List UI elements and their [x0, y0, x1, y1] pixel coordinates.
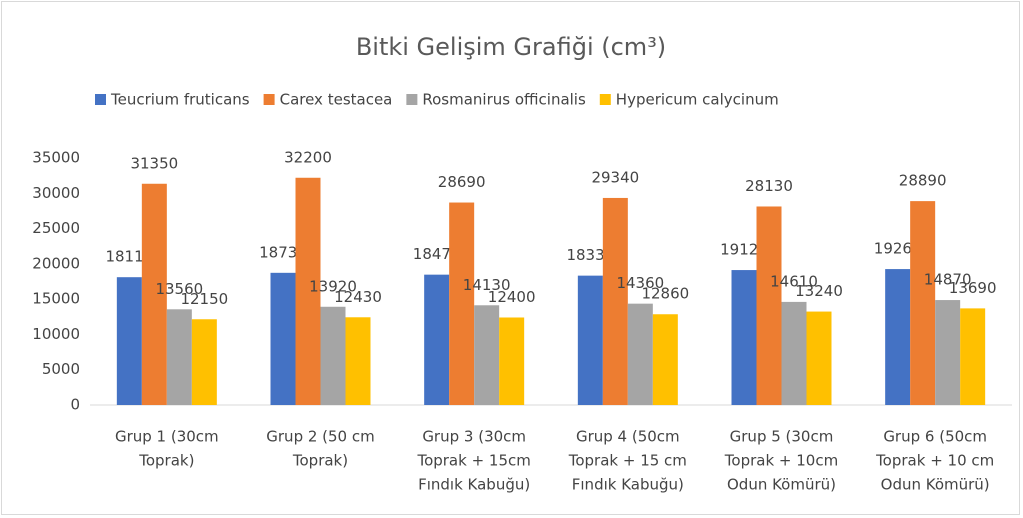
data-label: 12150 [180, 290, 228, 308]
bar [806, 311, 832, 405]
bar [141, 183, 167, 405]
bar [499, 317, 525, 405]
data-label: 18470 [413, 245, 461, 263]
x-tick-label: Toprak + 10 cm [875, 452, 994, 470]
y-tick-label: 30000 [32, 184, 80, 202]
bar [602, 197, 628, 405]
legend-swatch [406, 94, 418, 105]
bar [320, 306, 346, 405]
y-tick-label: 25000 [32, 219, 80, 237]
data-label: 13560 [155, 280, 203, 298]
data-label: 18330 [566, 246, 614, 264]
bar [960, 308, 986, 405]
data-label: 14360 [616, 274, 664, 292]
legend-label: Hypericum calycinum [616, 91, 779, 109]
legend-swatch [599, 94, 611, 105]
legend-label: Teucrium fruticans [110, 91, 250, 109]
bar [627, 303, 653, 405]
x-tick-label: Grup 5 (30cm [730, 428, 834, 446]
x-tick-label: Fındık Kabuğu) [418, 476, 530, 494]
data-label: 13690 [949, 279, 997, 297]
data-label: 13240 [795, 282, 843, 300]
x-tick-label: Toprak + 10cm [724, 452, 838, 470]
x-tick-label: Grup 3 (30cm [422, 428, 526, 446]
chart-title: Bitki Gelişim Grafiği (cm³) [356, 33, 666, 61]
data-label: 19260 [874, 240, 922, 258]
bar [116, 277, 142, 405]
x-tick-label: Odun Kömürü) [881, 476, 990, 494]
data-label: 32200 [284, 148, 332, 166]
bar [885, 269, 911, 405]
data-label: 19120 [720, 241, 768, 259]
bar [756, 206, 782, 405]
bar [295, 177, 321, 405]
data-label: 14870 [924, 271, 972, 289]
data-label: 28130 [745, 177, 793, 195]
data-label: 12430 [334, 288, 382, 306]
x-tick-label: Grup 1 (30cm [115, 428, 219, 446]
bar [345, 317, 371, 405]
bar [474, 305, 500, 405]
bar [910, 201, 936, 405]
y-tick-label: 20000 [32, 254, 80, 272]
bar [424, 274, 450, 405]
x-tick-label: Toprak + 15 cm [568, 452, 687, 470]
data-label: 14610 [770, 272, 818, 290]
x-tick-label: Toprak) [292, 452, 348, 470]
x-tick-label: Odun Kömürü) [727, 476, 836, 494]
legend-swatch [263, 94, 275, 105]
x-tick-label: Toprak + 15cm [416, 452, 530, 470]
data-label: 28890 [899, 172, 947, 190]
legend-swatch [95, 94, 106, 105]
bar [781, 301, 807, 405]
data-label: 13920 [309, 277, 357, 295]
x-tick-label: Grup 6 (50cm [883, 428, 987, 446]
legend-label: Carex testacea [280, 91, 393, 109]
x-tick-label: Grup 2 (50 cm [266, 428, 374, 446]
y-tick-label: 0 [70, 396, 80, 414]
bar [270, 272, 296, 405]
data-label: 12400 [488, 288, 536, 306]
bar [731, 270, 757, 405]
x-tick-label: Fındık Kabuğu) [572, 476, 684, 494]
bar [577, 275, 603, 405]
data-label: 29340 [591, 168, 639, 186]
data-label: 12860 [641, 285, 689, 303]
bar [935, 300, 961, 405]
x-tick-label: Grup 4 (50cm [576, 428, 680, 446]
bar [191, 319, 217, 405]
bar [166, 309, 192, 405]
y-tick-label: 10000 [32, 325, 80, 343]
data-label: 18110 [105, 248, 153, 266]
bar [449, 202, 475, 405]
y-tick-label: 15000 [32, 290, 80, 308]
data-label: 14130 [463, 276, 511, 294]
data-label: 28690 [438, 173, 486, 191]
y-tick-label: 35000 [32, 149, 80, 167]
legend-label: Rosmanirus officinalis [422, 91, 586, 109]
x-tick-label: Toprak) [138, 452, 194, 470]
data-label: 31350 [130, 154, 178, 172]
data-label: 18730 [259, 243, 307, 261]
bar [652, 314, 678, 405]
y-tick-label: 5000 [42, 360, 80, 378]
